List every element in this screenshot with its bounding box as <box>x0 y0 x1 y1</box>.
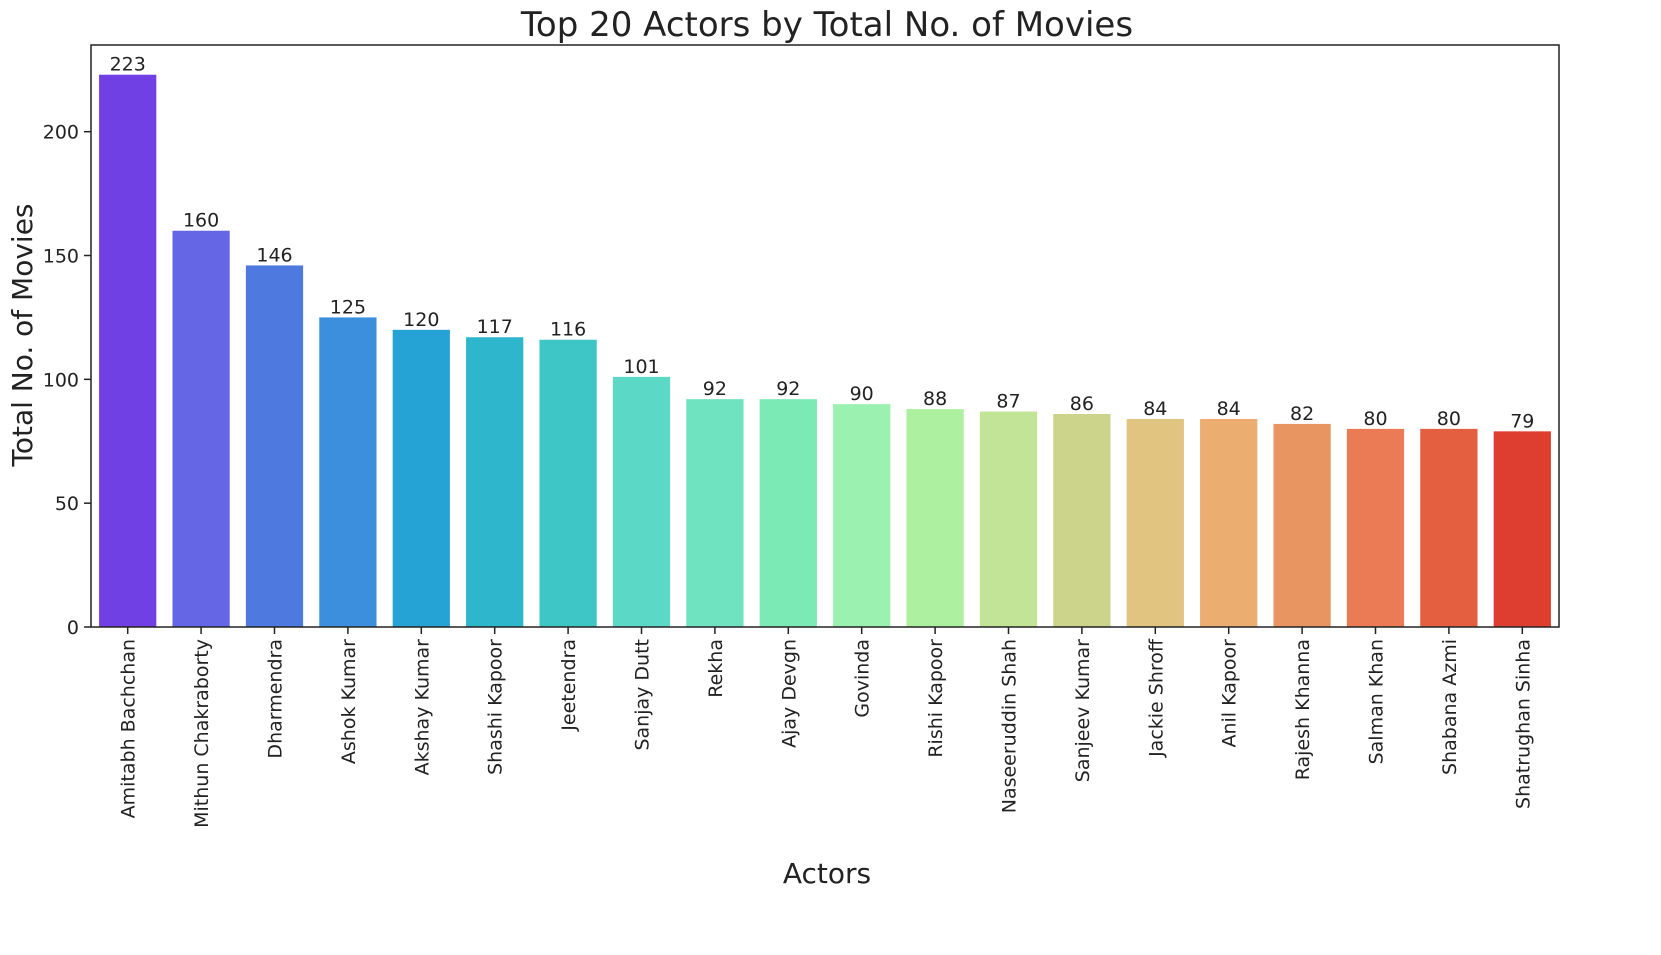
bar-value-label: 101 <box>623 356 659 378</box>
bar-value-label: 84 <box>1217 398 1241 420</box>
x-axis-label: Actors <box>783 857 871 890</box>
bar-value-label: 88 <box>923 388 947 410</box>
x-tick-label: Rajesh Khanna <box>1292 639 1314 780</box>
x-tick-label: Ashok Kumar <box>338 639 360 764</box>
bar <box>539 339 597 627</box>
bar <box>172 230 230 627</box>
bar-value-label: 160 <box>183 210 219 232</box>
plot-frame <box>90 44 1560 628</box>
x-tick-label: Jackie Shroff <box>1145 638 1167 758</box>
x-tick-label: Naseeruddin Shah <box>999 639 1021 813</box>
x-tick-label: Shabana Azmi <box>1439 639 1461 775</box>
x-axis-ticks: Amitabh Bachchan Mithun Chakraborty Dharme… <box>118 627 1534 828</box>
x-tick-label: Rishi Kapoor <box>925 639 947 758</box>
bar <box>1346 428 1405 627</box>
bar <box>1126 418 1184 627</box>
bar-value-label: 84 <box>1143 398 1167 420</box>
bar-value-label: 80 <box>1363 408 1387 430</box>
y-tick-label: 200 <box>43 122 79 144</box>
y-axis-ticks: 0 50 100 150 200 <box>43 122 91 639</box>
bar <box>99 74 157 628</box>
x-tick-label: Sanjay Dutt <box>632 639 654 751</box>
x-tick-label: Akshay Kumar <box>411 639 433 776</box>
bar <box>392 329 450 627</box>
bar <box>759 399 817 627</box>
bar-value-label: 92 <box>776 378 800 400</box>
bar <box>319 317 377 627</box>
bar-value-label: 116 <box>550 319 586 341</box>
bar <box>612 376 671 627</box>
x-tick-label: Jeetendra <box>558 639 580 732</box>
bar <box>1493 431 1551 627</box>
bar <box>1053 414 1111 627</box>
bar-value-label: 87 <box>996 391 1020 413</box>
y-axis-label: Total No. of Movies <box>6 203 39 467</box>
x-tick-label: Ajay Devgn <box>778 639 800 748</box>
bar-value-label: 86 <box>1070 393 1094 415</box>
x-tick-label: Salman Khan <box>1366 639 1388 764</box>
bar <box>1420 428 1478 627</box>
bar-value-label: 82 <box>1290 403 1314 425</box>
bars <box>99 74 1551 628</box>
chart-title: Top 20 Actors by Total No. of Movies <box>520 5 1133 45</box>
x-tick-label: Shashi Kapoor <box>485 639 507 775</box>
y-tick-label: 100 <box>43 369 79 391</box>
y-tick-label: 150 <box>43 246 79 268</box>
x-tick-label: Rekha <box>705 639 727 698</box>
x-tick-label: Govinda <box>852 639 874 718</box>
bar-value-label: 146 <box>256 244 292 266</box>
x-tick-label: Sanjeev Kumar <box>1072 639 1094 782</box>
bar <box>466 337 524 627</box>
bar-value-label: 92 <box>703 378 727 400</box>
bar-value-label: 80 <box>1437 408 1461 430</box>
bar <box>1273 423 1331 627</box>
bar <box>686 399 744 627</box>
bar-value-label: 90 <box>850 383 874 405</box>
bar <box>833 404 891 627</box>
x-tick-label: Shatrughan Sinha <box>1512 639 1534 809</box>
data-labels: 223 160 146 125 120 117 116 101 92 92 90 88 87 86 84 84… <box>110 54 1535 433</box>
bar-value-label: 223 <box>110 54 146 76</box>
bar-value-label: 120 <box>403 309 439 331</box>
x-tick-label: Dharmendra <box>265 639 287 759</box>
bar <box>1200 418 1258 627</box>
x-tick-label: Mithun Chakraborty <box>191 639 213 828</box>
y-tick-label: 0 <box>67 617 79 639</box>
x-tick-label: Anil Kapoor <box>1219 639 1241 748</box>
bar <box>245 265 304 627</box>
bar-value-label: 79 <box>1510 410 1534 432</box>
x-tick-label: Amitabh Bachchan <box>118 639 140 818</box>
bar <box>979 411 1038 627</box>
y-tick-label: 50 <box>55 493 79 515</box>
bar-value-label: 117 <box>477 316 513 338</box>
bar-value-label: 125 <box>330 296 366 318</box>
bar <box>906 409 964 627</box>
